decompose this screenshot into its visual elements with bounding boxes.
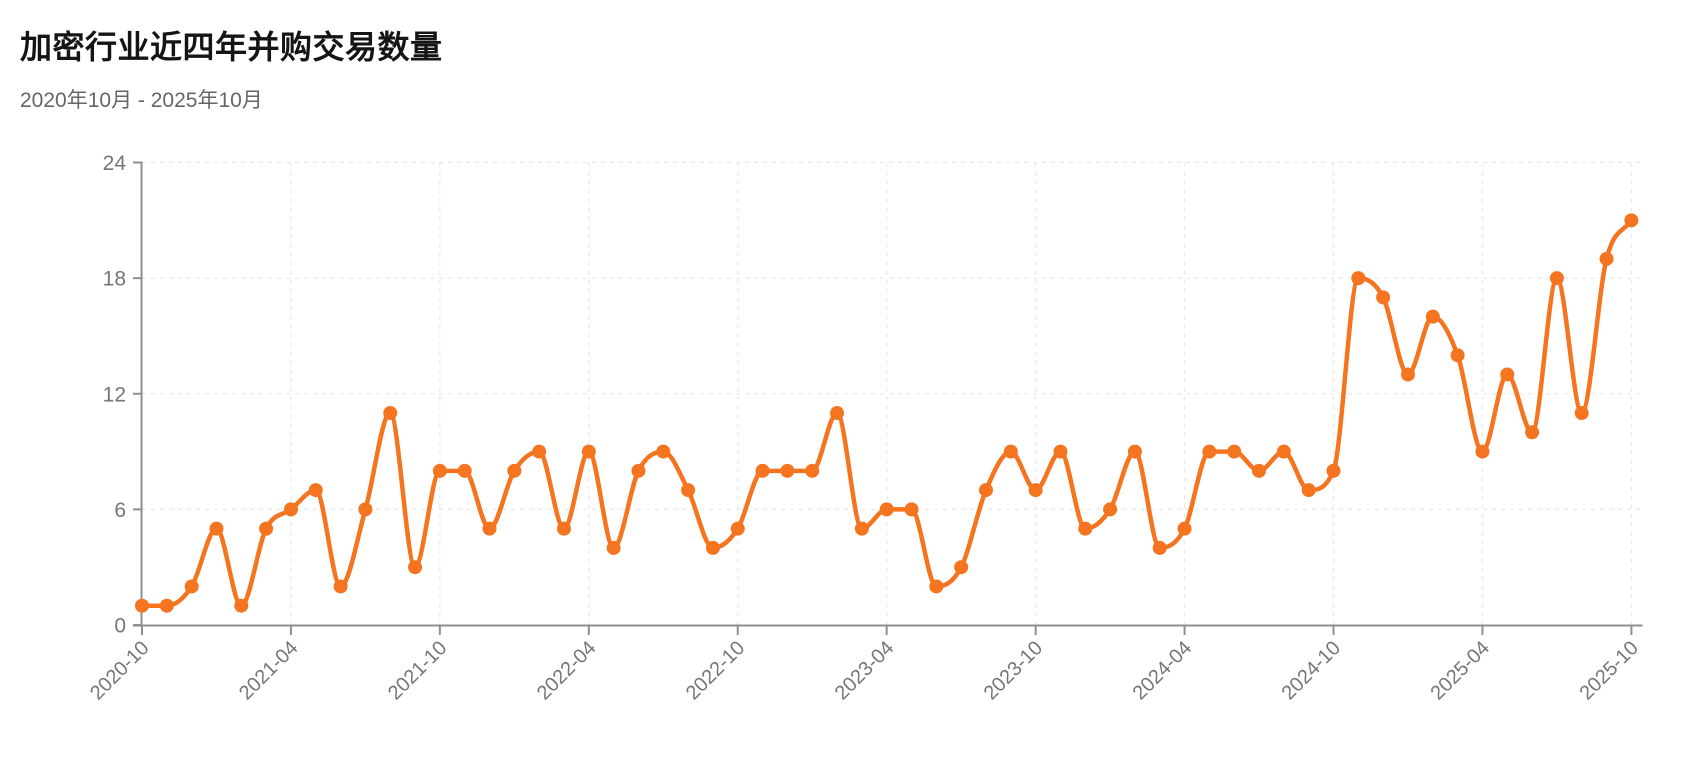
data-point: [1326, 463, 1341, 478]
y-tick-label: 12: [103, 383, 126, 406]
y-tick-label: 0: [114, 615, 126, 638]
data-point: [954, 560, 969, 575]
data-point: [532, 444, 547, 459]
data-point: [1475, 444, 1490, 459]
data-point: [755, 463, 770, 478]
data-point: [631, 463, 646, 478]
data-point: [1276, 444, 1291, 459]
data-point: [656, 444, 671, 459]
data-point: [1599, 251, 1614, 266]
data-point: [159, 598, 174, 613]
x-tick-label: 2025-04: [1427, 637, 1494, 704]
data-point: [135, 598, 149, 613]
data-point: [1227, 444, 1242, 459]
data-point: [705, 540, 720, 555]
data-point: [283, 502, 298, 517]
data-points: [135, 213, 1639, 613]
data-point: [308, 483, 323, 498]
data-point: [1549, 271, 1564, 286]
x-tick-label: 2023-10: [980, 637, 1047, 704]
data-point: [358, 502, 373, 517]
data-point: [1028, 483, 1043, 498]
x-tick-label: 2024-10: [1278, 637, 1345, 704]
data-point: [1574, 406, 1589, 421]
data-point: [1351, 271, 1366, 286]
chart-header: 加密行业近四年并购交易数量 2020年10月 - 2025年10月: [20, 22, 443, 114]
data-point: [1500, 367, 1515, 382]
data-point: [482, 521, 497, 536]
data-point: [1053, 444, 1068, 459]
data-point: [904, 502, 919, 517]
axes: [133, 161, 1643, 635]
x-tick-label: 2022-04: [533, 637, 600, 704]
x-tick-label: 2023-04: [831, 637, 898, 704]
x-tick-label: 2021-10: [384, 637, 451, 704]
data-point: [1400, 367, 1415, 382]
data-point: [1301, 483, 1316, 498]
data-point: [333, 579, 348, 594]
data-point: [209, 521, 224, 536]
gridlines: [142, 161, 1641, 625]
data-point: [978, 483, 993, 498]
data-point: [1003, 444, 1018, 459]
data-point: [556, 521, 571, 536]
data-point: [1624, 213, 1639, 228]
data-point: [432, 463, 447, 478]
data-point: [408, 560, 423, 575]
data-point: [730, 521, 745, 536]
data-point: [581, 444, 596, 459]
data-point: [879, 502, 894, 517]
data-point: [1252, 463, 1267, 478]
data-point: [184, 579, 199, 594]
data-point: [1152, 540, 1167, 555]
data-point: [1127, 444, 1142, 459]
y-tick-label: 18: [103, 268, 126, 291]
data-point: [1202, 444, 1217, 459]
x-tick-label: 2021-04: [235, 637, 302, 704]
data-point: [805, 463, 820, 478]
x-tick-label: 2020-10: [86, 637, 153, 704]
x-tick-label: 2025-10: [1575, 637, 1642, 704]
data-point: [830, 406, 845, 421]
chart-title: 加密行业近四年并购交易数量: [20, 29, 443, 65]
data-point: [854, 521, 869, 536]
data-point: [457, 463, 472, 478]
data-point: [929, 579, 944, 594]
x-tick-label: 2022-10: [682, 637, 749, 704]
y-tick-label: 6: [114, 499, 126, 522]
data-point: [681, 483, 696, 498]
x-tick-label: 2024-04: [1129, 637, 1196, 704]
series-line: [139, 218, 1634, 608]
data-point: [234, 598, 249, 613]
data-point: [1525, 425, 1540, 440]
tick-labels: 0 6 12 18 24 2020-10 2021-04 2021-10 2022-04 2022…: [86, 152, 1643, 704]
data-point: [259, 521, 274, 536]
data-point: [1078, 521, 1093, 536]
data-point: [780, 463, 795, 478]
data-point: [1425, 309, 1440, 324]
y-tick-label: 24: [103, 152, 127, 175]
data-point: [1103, 502, 1118, 517]
data-point: [507, 463, 522, 478]
data-point: [1177, 521, 1192, 536]
data-point: [1450, 348, 1465, 363]
data-point: [606, 540, 621, 555]
data-point: [383, 406, 398, 421]
chart-subtitle: 2020年10月 - 2025年10月: [20, 89, 263, 112]
data-point: [1376, 290, 1391, 305]
